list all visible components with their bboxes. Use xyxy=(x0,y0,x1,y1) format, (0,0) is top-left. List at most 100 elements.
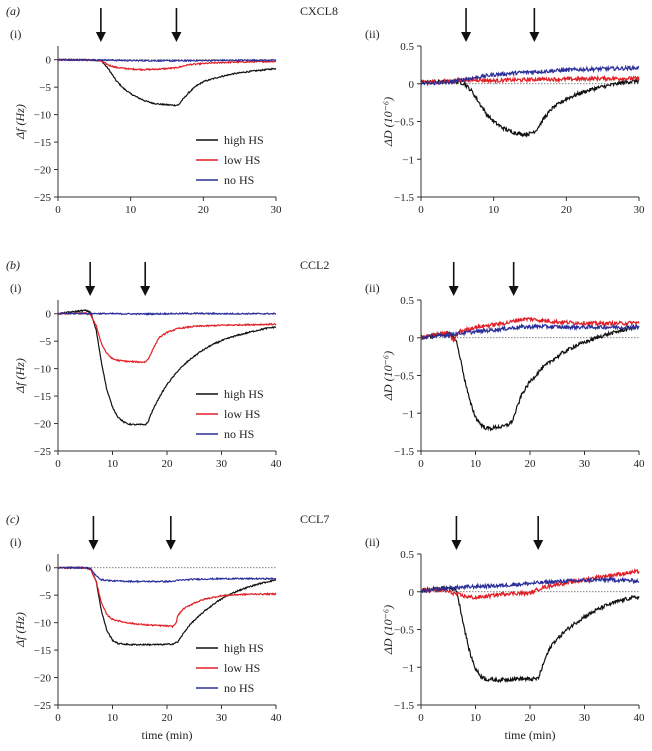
legend-label: high HS xyxy=(224,641,264,655)
injection-arrow-head xyxy=(529,32,540,42)
y-tick-label: 0.5 xyxy=(400,549,414,561)
section-label: (b) xyxy=(6,258,20,272)
series-line-no-hs xyxy=(57,311,277,316)
x-tick-label: 40 xyxy=(271,712,283,724)
series-line-high-hs xyxy=(420,76,640,138)
y-tick-label: 0 xyxy=(46,563,52,575)
x-tick-label: 10 xyxy=(470,458,482,470)
y-tick-label: −1 xyxy=(402,154,414,166)
x-tick-label: 20 xyxy=(525,458,537,470)
y-tick-label: −15 xyxy=(34,391,52,403)
series-line-no-hs xyxy=(57,566,277,584)
y-tick-label: −5 xyxy=(39,336,51,348)
series-line-high-hs xyxy=(57,309,277,426)
x-axis-label: time (min) xyxy=(142,728,193,742)
y-tick-label: −1.5 xyxy=(394,192,414,204)
x-tick-label: 30 xyxy=(271,204,283,216)
x-tick-label: 10 xyxy=(470,712,482,724)
y-tick-label: −20 xyxy=(34,165,52,177)
x-tick-label: 40 xyxy=(634,458,646,470)
legend-label: high HS xyxy=(224,387,264,401)
y-axis-label: Δf (Hz) xyxy=(13,612,27,648)
y-tick-label: −15 xyxy=(34,645,52,657)
chart-panel-1: (ii) 0.5 0 −0.5 −1 −1.5 0 10 20 30 ΔD (10⁻⁶) xyxy=(365,8,645,216)
y-axis-label: ΔD (10⁻⁶) xyxy=(381,97,395,147)
series-line-low-hs xyxy=(420,568,640,601)
y-tick-label: −1.5 xyxy=(394,446,414,458)
series-line-high-hs xyxy=(57,58,277,107)
y-tick-label: 0.5 xyxy=(400,41,414,53)
x-tick-label: 20 xyxy=(561,204,573,216)
chart-panel-5: (ii) 0.5 0 −0.5 −1 −1.5 0 10 20 30 40 ΔD (10⁻⁶) time… xyxy=(365,516,645,742)
series-line-low-hs xyxy=(57,565,277,629)
panel-label: (i) xyxy=(10,281,21,295)
series-line-no-hs xyxy=(57,58,277,63)
y-tick-label: −1.5 xyxy=(394,700,414,712)
x-tick-label: 0 xyxy=(418,712,424,724)
x-tick-label: 30 xyxy=(216,458,228,470)
y-axis-label: Δf (Hz) xyxy=(13,358,27,394)
x-tick-label: 20 xyxy=(162,458,174,470)
x-tick-label: 40 xyxy=(634,712,646,724)
chart-panel-3: (ii) 0.5 0 −0.5 −1 −1.5 0 10 20 30 40 ΔD (10⁻⁶) xyxy=(365,262,645,470)
y-tick-label: −5 xyxy=(39,590,51,602)
panel-label: (i) xyxy=(10,27,21,41)
legend-label: low HS xyxy=(224,661,260,675)
y-tick-label: −25 xyxy=(34,192,52,204)
x-tick-label: 0 xyxy=(418,458,424,470)
injection-arrow-head xyxy=(508,286,519,296)
x-tick-label: 20 xyxy=(525,712,537,724)
x-tick-label: 0 xyxy=(55,204,61,216)
y-tick-label: 0.5 xyxy=(400,295,414,307)
legend-label: low HS xyxy=(224,407,260,421)
injection-arrow-head xyxy=(95,32,106,42)
x-axis-label: time (min) xyxy=(505,728,556,742)
y-tick-label: −0.5 xyxy=(394,625,414,637)
x-tick-label: 0 xyxy=(55,712,61,724)
x-tick-label: 30 xyxy=(634,204,646,216)
x-tick-label: 20 xyxy=(198,204,210,216)
section-label: (c) xyxy=(6,512,19,526)
legend-label: no HS xyxy=(224,681,254,695)
series-line-no-hs xyxy=(420,576,640,594)
injection-arrow-head xyxy=(171,32,182,42)
injection-arrow-head xyxy=(85,286,96,296)
y-tick-label: 0 xyxy=(46,309,52,321)
panel-label: (ii) xyxy=(365,535,380,549)
y-tick-label: −0.5 xyxy=(394,117,414,129)
x-tick-label: 40 xyxy=(271,458,283,470)
y-tick-label: −1 xyxy=(402,662,414,674)
injection-arrow-head xyxy=(140,286,151,296)
series-line-low-hs xyxy=(57,311,277,364)
y-axis-label: ΔD (10⁻⁶) xyxy=(381,605,395,655)
y-tick-label: −20 xyxy=(34,419,52,431)
chart-title: CCL7 xyxy=(300,512,329,526)
x-tick-label: 10 xyxy=(107,458,119,470)
y-tick-label: 0 xyxy=(409,79,415,91)
y-tick-label: −10 xyxy=(34,110,52,122)
x-tick-label: 30 xyxy=(579,458,591,470)
chart-title: CCL2 xyxy=(300,258,329,272)
series-line-no-hs xyxy=(420,64,640,87)
y-tick-label: −10 xyxy=(34,364,52,376)
x-tick-label: 0 xyxy=(418,204,424,216)
y-tick-label: −25 xyxy=(34,446,52,458)
y-tick-label: 0 xyxy=(409,587,415,599)
y-tick-label: −15 xyxy=(34,137,52,149)
x-tick-label: 10 xyxy=(488,204,500,216)
y-tick-label: −1 xyxy=(402,408,414,420)
legend-label: no HS xyxy=(224,427,254,441)
y-axis-label: Δf (Hz) xyxy=(13,104,27,140)
panel-label: (i) xyxy=(10,535,21,549)
y-tick-label: 0 xyxy=(46,55,52,67)
y-tick-label: −5 xyxy=(39,82,51,94)
legend-label: high HS xyxy=(224,133,264,147)
series-line-high-hs xyxy=(420,585,640,684)
injection-arrow-head xyxy=(165,540,176,550)
chart-title: CXCL8 xyxy=(300,4,338,18)
x-tick-label: 0 xyxy=(55,458,61,470)
injection-arrow-head xyxy=(461,32,472,42)
